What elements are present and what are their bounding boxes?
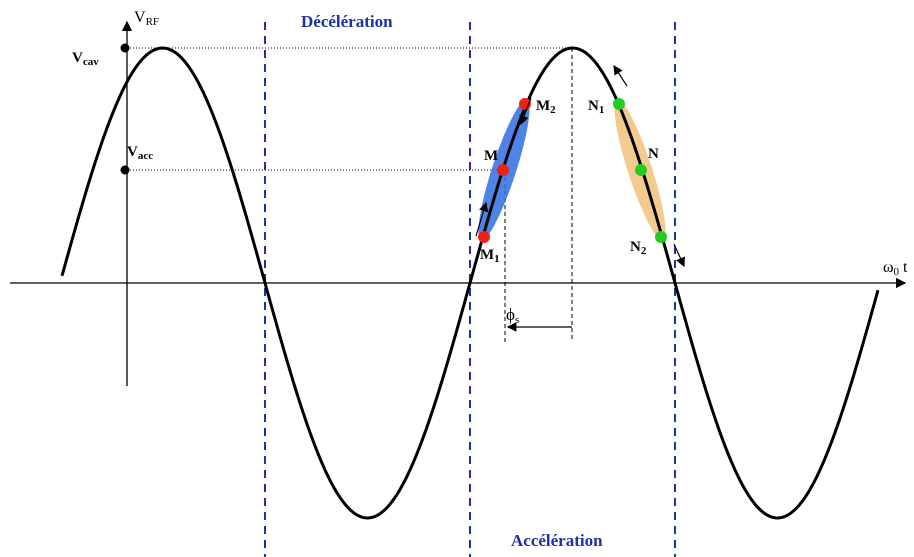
point-label: M2 [536,98,556,116]
levels [127,47,572,171]
level-label: Vacc [127,144,153,162]
level-dot [120,43,130,53]
region-bottom: Accélération [511,531,603,550]
phase-lines [504,48,573,342]
point-label: N2 [630,239,647,257]
sine-wave [60,46,880,520]
point-label: N1 [588,98,604,116]
motion-arrows [475,64,685,268]
level-dot [120,165,130,175]
region-top: Décélération [301,12,393,31]
level-label: Vcav [72,50,99,68]
point-label: N [648,146,659,162]
point-label: M1 [480,247,500,265]
boundaries [264,22,676,557]
y-label: VRF [134,9,159,28]
x-label: ω0 t [883,259,908,278]
phase-label: ϕs [506,305,519,326]
point-label: M [484,148,498,164]
